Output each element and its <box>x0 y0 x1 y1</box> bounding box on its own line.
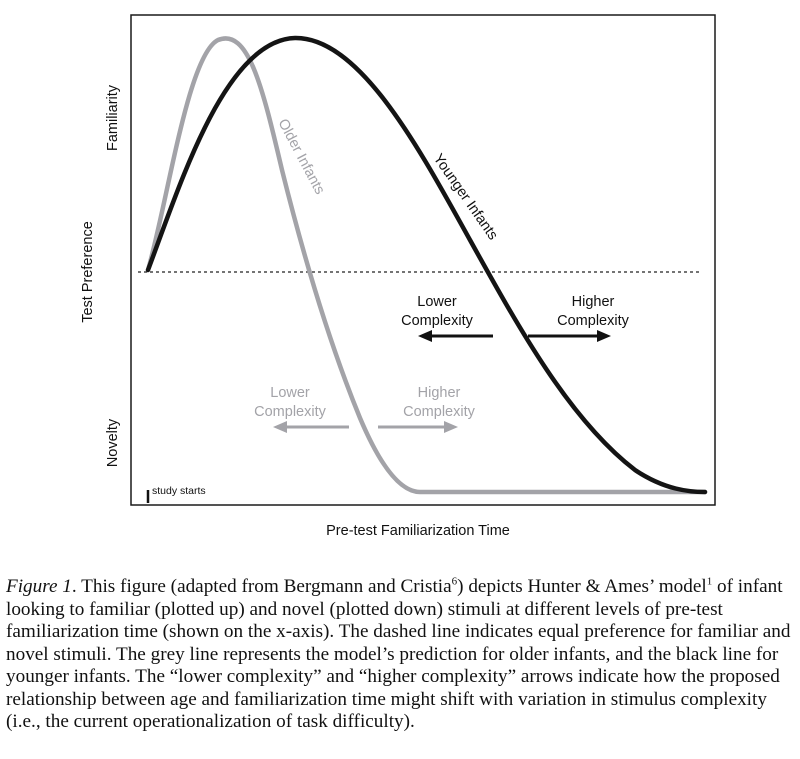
black-lower-complexity-line2: Complexity <box>401 313 473 329</box>
grey-higher-complexity-line2: Complexity <box>403 404 475 420</box>
grey-lower-arrow-head <box>273 421 287 433</box>
older-infants-curve <box>145 36 708 495</box>
y-top-label: Familiarity <box>105 84 121 151</box>
study-start-label: study starts <box>152 485 206 497</box>
caption-superscript-2: 1 <box>706 575 713 588</box>
caption-lead: Figure 1 <box>6 576 72 597</box>
caption-text-1: . This figure (adapted from Bergmann and… <box>71 576 452 597</box>
black-lower-arrow-head <box>418 330 432 342</box>
black-higher-complexity-line2: Complexity <box>557 313 629 329</box>
model-diagram: Familiarity Test Preference Novelty Pre-… <box>80 14 716 539</box>
grey-lower-complexity-line2: Complexity <box>254 404 326 420</box>
caption-text-3: of infant looking to familiar (plotted u… <box>6 576 791 732</box>
figure: Familiarity Test Preference Novelty Pre-… <box>80 14 716 539</box>
caption-superscript-1: 6 <box>451 575 458 588</box>
older-infants-label: Older Infants <box>274 116 327 197</box>
caption-text-2: ) depicts Hunter & Ames’ model <box>457 576 707 597</box>
plot-frame <box>130 14 716 506</box>
black-lower-complexity-line1: Lower <box>417 294 457 310</box>
y-axis-label: Test Preference <box>80 221 96 323</box>
figure-caption: Figure 1. This figure (adapted from Berg… <box>6 576 796 734</box>
black-higher-arrow-head <box>597 330 611 342</box>
grey-higher-complexity-line1: Higher <box>418 385 461 401</box>
grey-lower-complexity-line1: Lower <box>270 385 310 401</box>
y-bottom-label: Novelty <box>105 418 121 467</box>
black-higher-complexity-line1: Higher <box>572 294 615 310</box>
x-axis-label: Pre-test Familiarization Time <box>326 523 510 539</box>
grey-higher-arrow-head <box>444 421 458 433</box>
younger-infants-curve <box>145 35 708 495</box>
